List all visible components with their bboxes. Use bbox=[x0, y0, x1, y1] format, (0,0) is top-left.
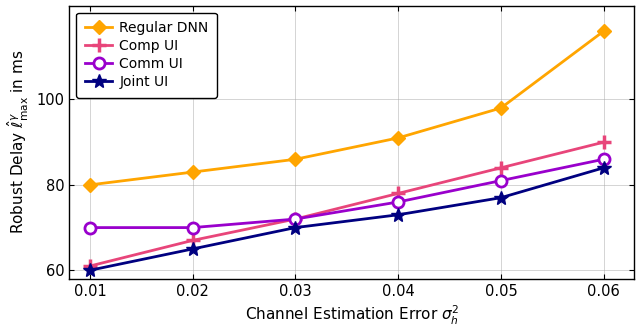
Joint UI bbox=[189, 247, 196, 251]
X-axis label: Channel Estimation Error $\sigma_h^2$: Channel Estimation Error $\sigma_h^2$ bbox=[245, 304, 459, 327]
Comm UI bbox=[600, 157, 607, 161]
Regular DNN bbox=[497, 106, 505, 110]
Joint UI bbox=[497, 196, 505, 200]
Comm UI bbox=[497, 178, 505, 182]
Joint UI bbox=[600, 166, 607, 170]
Joint UI bbox=[394, 213, 402, 217]
Comp UI bbox=[497, 166, 505, 170]
Comm UI bbox=[394, 200, 402, 204]
Y-axis label: Robust Delay $\hat{\ell}^\gamma_{\max}$ in ms: Robust Delay $\hat{\ell}^\gamma_{\max}$ … bbox=[6, 50, 31, 234]
Comm UI bbox=[86, 225, 94, 229]
Line: Comp UI: Comp UI bbox=[83, 135, 611, 273]
Comp UI bbox=[189, 238, 196, 242]
Regular DNN bbox=[292, 157, 300, 161]
Comp UI bbox=[86, 264, 94, 268]
Comm UI bbox=[189, 225, 196, 229]
Joint UI bbox=[86, 268, 94, 272]
Comp UI bbox=[292, 217, 300, 221]
Regular DNN bbox=[600, 29, 607, 33]
Regular DNN bbox=[86, 183, 94, 187]
Regular DNN bbox=[189, 170, 196, 174]
Line: Joint UI: Joint UI bbox=[83, 161, 611, 277]
Line: Comm UI: Comm UI bbox=[84, 154, 609, 233]
Regular DNN bbox=[394, 136, 402, 140]
Comm UI bbox=[292, 217, 300, 221]
Comp UI bbox=[600, 140, 607, 144]
Line: Regular DNN: Regular DNN bbox=[85, 26, 609, 190]
Joint UI bbox=[292, 225, 300, 229]
Legend: Regular DNN, Comp UI, Comm UI, Joint UI: Regular DNN, Comp UI, Comm UI, Joint UI bbox=[76, 13, 217, 98]
Comp UI bbox=[394, 191, 402, 195]
